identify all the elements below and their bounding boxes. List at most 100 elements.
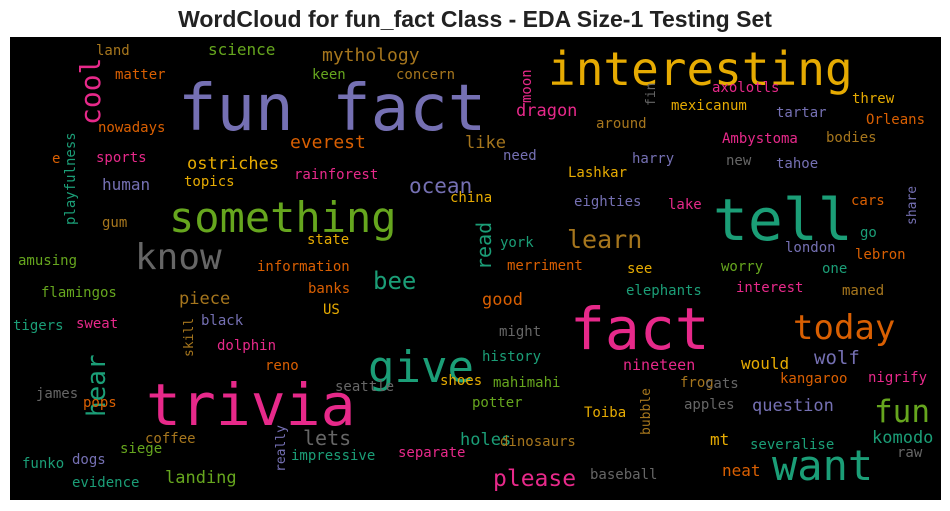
wordcloud-word: coffee	[145, 431, 196, 447]
wordcloud-word: rainforest	[294, 167, 378, 183]
wordcloud-word: komodo	[872, 428, 933, 448]
wordcloud-word: amusing	[18, 253, 77, 269]
wordcloud-word: something	[169, 193, 397, 242]
wordcloud-word: tell	[713, 186, 853, 254]
wordcloud-word: state	[307, 232, 349, 248]
wordcloud-word: share	[905, 186, 920, 225]
wordcloud-word: information	[257, 259, 350, 275]
wordcloud-word: ocean	[409, 174, 472, 198]
wordcloud-word: siege	[120, 441, 162, 457]
wordcloud-word: like	[465, 133, 506, 153]
wordcloud-word: frog	[680, 375, 714, 391]
wordcloud-word: human	[102, 175, 150, 194]
wordcloud-word: sweat	[76, 316, 118, 332]
wordcloud-word: might	[499, 324, 541, 340]
wordcloud-word: science	[208, 40, 275, 59]
wordcloud-word: wolf	[814, 347, 860, 369]
wordcloud-word: everest	[290, 132, 366, 153]
wordcloud-word: moon	[519, 69, 535, 103]
wordcloud-word: tigers	[13, 318, 64, 334]
wordcloud-word: cool	[74, 58, 107, 125]
wordcloud-word: keen	[312, 67, 346, 83]
wordcloud-word: china	[450, 190, 492, 206]
wordcloud-word: nigrify	[868, 370, 927, 386]
wordcloud-word: e	[52, 151, 60, 167]
wordcloud-word: reno	[265, 358, 299, 374]
wordcloud-word: really	[274, 425, 289, 472]
wordcloud-word: london	[785, 240, 836, 256]
wordcloud-word: dolphin	[217, 338, 276, 354]
wordcloud-word: trivia	[146, 371, 356, 439]
wordcloud-word: sports	[96, 150, 147, 166]
wordcloud-word: harry	[632, 151, 674, 167]
chart-title: WordCloud for fun_fact Class - EDA Size-…	[178, 6, 772, 32]
wordcloud-word: holes	[460, 430, 511, 450]
wordcloud-word: good	[482, 290, 523, 310]
wordcloud-word: Lashkar	[568, 165, 627, 181]
wordcloud-word: axolotls	[712, 80, 779, 96]
wordcloud-word: fun fact	[178, 72, 486, 146]
wordcloud-word: merriment	[507, 258, 583, 274]
wordcloud-word: bee	[373, 267, 416, 295]
wordcloud-canvas: fun fact interesting trivia fact tell somethi…	[10, 37, 941, 500]
wordcloud-word: lebron	[855, 247, 906, 263]
wordcloud-word: flamingos	[41, 285, 117, 301]
wordcloud-word: eighties	[574, 194, 641, 210]
wordcloud-word: piece	[179, 289, 230, 309]
wordcloud-word: ostriches	[187, 154, 279, 174]
wordcloud-word: around	[596, 116, 647, 132]
wordcloud-word: pops	[83, 395, 117, 411]
wordcloud-word: seattle	[335, 379, 394, 395]
wordcloud-word: land	[96, 43, 130, 59]
wordcloud-word: topics	[184, 174, 235, 190]
wordcloud-word: today	[793, 308, 895, 348]
wordcloud-word: elephants	[626, 283, 702, 299]
wordcloud-word: tartar	[776, 105, 827, 121]
wordcloud-word: one	[822, 261, 847, 277]
wordcloud-word: york	[500, 235, 534, 251]
wordcloud-word: interest	[736, 280, 803, 296]
wordcloud-word: fun	[874, 394, 930, 430]
wordcloud-word: mahimahi	[493, 375, 560, 391]
wordcloud-word: matter	[115, 67, 166, 83]
wordcloud-word: nowadays	[98, 120, 165, 136]
wordcloud-word: please	[493, 466, 576, 492]
wordcloud-word: nineteen	[623, 356, 695, 374]
wordcloud-word: potter	[472, 395, 523, 411]
wordcloud-word: dragon	[516, 101, 577, 121]
wordcloud-word: baseball	[590, 467, 657, 483]
wordcloud-word: separate	[398, 445, 465, 461]
wordcloud-word: go	[860, 225, 877, 241]
wordcloud-word: landing	[165, 468, 237, 488]
wordcloud-word: james	[36, 386, 78, 402]
wordcloud-word: US	[323, 302, 340, 318]
wordcloud-word: lake	[668, 197, 702, 213]
wordcloud-word: banks	[308, 281, 350, 297]
wordcloud-word: maned	[842, 283, 884, 299]
wordcloud-word: black	[201, 313, 244, 329]
wordcloud-word: gum	[102, 215, 127, 231]
wordcloud-word: give	[368, 342, 474, 393]
wordcloud-word: shoes	[440, 373, 482, 389]
wordcloud-word: read	[472, 222, 496, 270]
wordcloud-word: kangaroo	[780, 371, 847, 387]
wordcloud-word: mythology	[322, 45, 420, 66]
wordcloud-word: tahoe	[776, 156, 818, 172]
wordcloud-word: mexicanum	[671, 98, 747, 114]
wordcloud-word: bubble	[639, 388, 654, 435]
wordcloud-word: fin	[644, 83, 659, 106]
wordcloud-word: know	[135, 237, 222, 278]
wordcloud-word: want	[772, 441, 873, 490]
wordcloud-word: worry	[721, 259, 763, 275]
wordcloud-word: see	[627, 261, 652, 277]
wordcloud-word: need	[503, 148, 537, 164]
wordcloud-word: skill	[182, 318, 197, 357]
wordcloud-word: neat	[722, 461, 761, 480]
wordcloud-word: funko	[22, 456, 64, 472]
wordcloud-word: new	[726, 153, 752, 169]
wordcloud-word: fact	[570, 295, 710, 363]
wordcloud-word: cats	[705, 376, 739, 392]
wordcloud-word: concern	[396, 67, 455, 83]
wordcloud-word: history	[482, 349, 541, 365]
wordcloud-word: hear	[82, 354, 112, 417]
